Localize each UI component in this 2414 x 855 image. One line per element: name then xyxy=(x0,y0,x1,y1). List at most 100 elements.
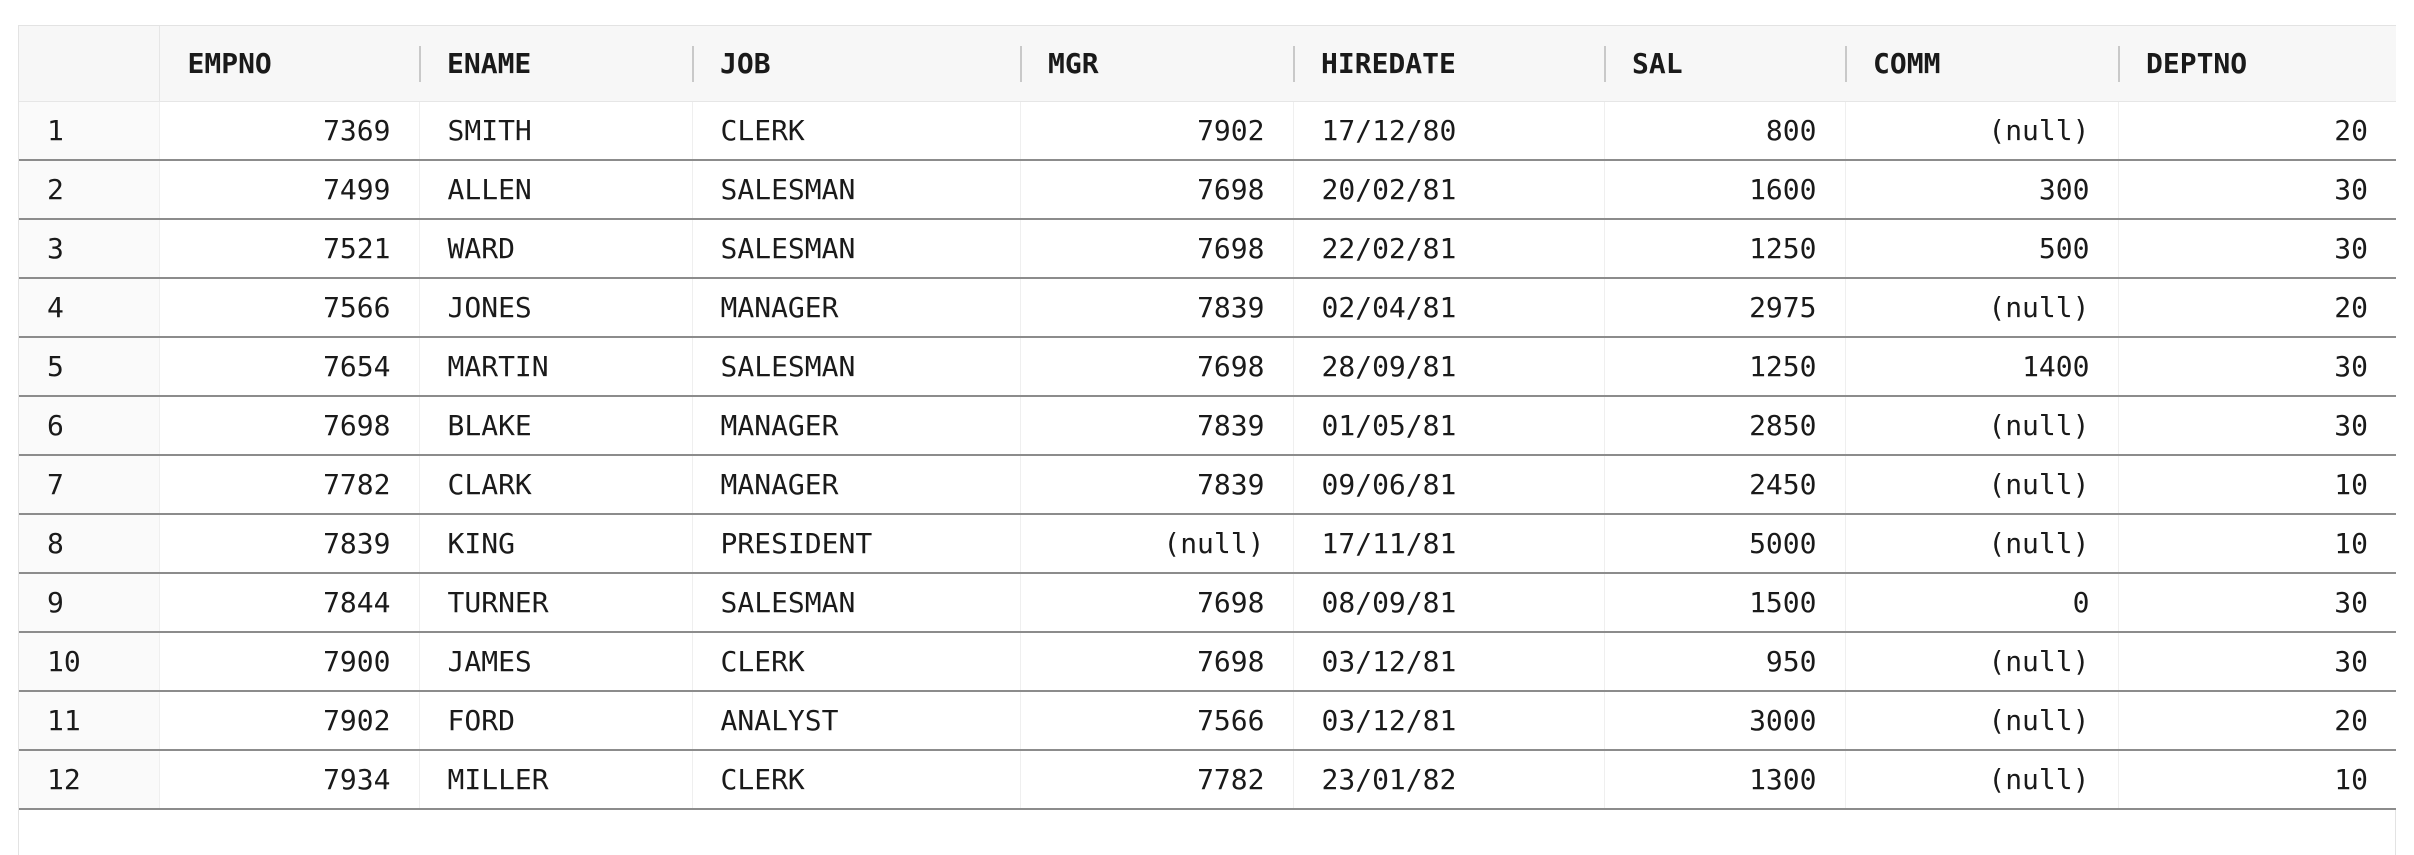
cell-ename[interactable]: KING xyxy=(419,514,693,574)
cell-deptno[interactable]: 20 xyxy=(2118,278,2396,338)
cell-ename[interactable]: WARD xyxy=(419,219,693,279)
cell-job[interactable]: MANAGER xyxy=(692,455,1021,515)
cell-hiredate[interactable]: 20/02/81 xyxy=(1293,160,1605,220)
row-number-cell[interactable]: 3 xyxy=(19,219,160,279)
column-resize-handle[interactable] xyxy=(1293,46,1295,82)
cell-hiredate[interactable]: 28/09/81 xyxy=(1293,337,1605,397)
cell-empno[interactable]: 7369 xyxy=(159,101,420,161)
table-row[interactable]: 6 7698 BLAKE MANAGER 7839 01/05/81 2850 (null) 3… xyxy=(19,396,2396,456)
cell-hiredate[interactable]: 17/11/81 xyxy=(1293,514,1605,574)
cell-sal[interactable]: 2975 xyxy=(1604,278,1846,338)
cell-comm[interactable]: (null) xyxy=(1845,691,2119,751)
cell-comm[interactable]: (null) xyxy=(1845,278,2119,338)
cell-sal[interactable]: 1500 xyxy=(1604,573,1846,633)
cell-job[interactable]: ANALYST xyxy=(692,691,1021,751)
row-number-cell[interactable]: 12 xyxy=(19,750,160,810)
table-row[interactable]: 10 7900 JAMES CLERK 7698 03/12/81 950 (null) 30 xyxy=(19,632,2396,692)
cell-deptno[interactable]: 10 xyxy=(2118,455,2396,515)
cell-hiredate[interactable]: 22/02/81 xyxy=(1293,219,1605,279)
cell-sal[interactable]: 950 xyxy=(1604,632,1846,692)
cell-hiredate[interactable]: 09/06/81 xyxy=(1293,455,1605,515)
cell-deptno[interactable]: 20 xyxy=(2118,101,2396,161)
table-row[interactable]: 8 7839 KING PRESIDENT (null) 17/11/81 5000 (nul… xyxy=(19,514,2396,574)
cell-empno[interactable]: 7839 xyxy=(159,514,420,574)
cell-comm[interactable]: 0 xyxy=(1845,573,2119,633)
column-header-comm[interactable]: COMM xyxy=(1845,26,2118,102)
cell-sal[interactable]: 3000 xyxy=(1604,691,1846,751)
cell-mgr[interactable]: 7698 xyxy=(1020,160,1294,220)
cell-mgr[interactable]: (null) xyxy=(1020,514,1294,574)
cell-hiredate[interactable]: 03/12/81 xyxy=(1293,632,1605,692)
cell-ename[interactable]: SMITH xyxy=(419,101,693,161)
cell-sal[interactable]: 2450 xyxy=(1604,455,1846,515)
cell-empno[interactable]: 7521 xyxy=(159,219,420,279)
cell-deptno[interactable]: 30 xyxy=(2118,337,2396,397)
row-number-cell[interactable]: 4 xyxy=(19,278,160,338)
cell-job[interactable]: SALESMAN xyxy=(692,573,1021,633)
cell-job[interactable]: SALESMAN xyxy=(692,160,1021,220)
cell-job[interactable]: CLERK xyxy=(692,750,1021,810)
cell-mgr[interactable]: 7902 xyxy=(1020,101,1294,161)
cell-job[interactable]: CLERK xyxy=(692,632,1021,692)
cell-comm[interactable]: 1400 xyxy=(1845,337,2119,397)
row-number-cell[interactable]: 1 xyxy=(19,101,160,161)
cell-hiredate[interactable]: 08/09/81 xyxy=(1293,573,1605,633)
column-resize-handle[interactable] xyxy=(1604,46,1606,82)
column-resize-handle[interactable] xyxy=(419,46,421,82)
cell-mgr[interactable]: 7698 xyxy=(1020,219,1294,279)
cell-mgr[interactable]: 7566 xyxy=(1020,691,1294,751)
row-number-cell[interactable]: 11 xyxy=(19,691,160,751)
cell-sal[interactable]: 1250 xyxy=(1604,337,1846,397)
row-number-cell[interactable]: 2 xyxy=(19,160,160,220)
cell-job[interactable]: PRESIDENT xyxy=(692,514,1021,574)
cell-ename[interactable]: MARTIN xyxy=(419,337,693,397)
cell-job[interactable]: CLERK xyxy=(692,101,1021,161)
cell-mgr[interactable]: 7839 xyxy=(1020,455,1294,515)
row-number-cell[interactable]: 9 xyxy=(19,573,160,633)
cell-mgr[interactable]: 7839 xyxy=(1020,278,1294,338)
cell-mgr[interactable]: 7698 xyxy=(1020,632,1294,692)
cell-hiredate[interactable]: 17/12/80 xyxy=(1293,101,1605,161)
cell-comm[interactable]: (null) xyxy=(1845,750,2119,810)
cell-job[interactable]: SALESMAN xyxy=(692,337,1021,397)
cell-ename[interactable]: JONES xyxy=(419,278,693,338)
cell-deptno[interactable]: 10 xyxy=(2118,514,2396,574)
table-row[interactable]: 2 7499 ALLEN SALESMAN 7698 20/02/81 1600 300 30 xyxy=(19,160,2396,220)
column-header-sal[interactable]: SAL xyxy=(1604,26,1845,102)
table-row[interactable]: 4 7566 JONES MANAGER 7839 02/04/81 2975 (null) 2… xyxy=(19,278,2396,338)
cell-mgr[interactable]: 7839 xyxy=(1020,396,1294,456)
column-header-empno[interactable]: EMPNO xyxy=(159,26,419,102)
column-resize-handle[interactable] xyxy=(692,46,694,82)
cell-job[interactable]: MANAGER xyxy=(692,278,1021,338)
cell-ename[interactable]: MILLER xyxy=(419,750,693,810)
cell-job[interactable]: MANAGER xyxy=(692,396,1021,456)
cell-sal[interactable]: 1300 xyxy=(1604,750,1846,810)
column-header-ename[interactable]: ENAME xyxy=(419,26,692,102)
cell-mgr[interactable]: 7698 xyxy=(1020,337,1294,397)
cell-sal[interactable]: 1250 xyxy=(1604,219,1846,279)
cell-comm[interactable]: (null) xyxy=(1845,455,2119,515)
row-number-header[interactable] xyxy=(19,26,160,102)
cell-empno[interactable]: 7566 xyxy=(159,278,420,338)
table-row[interactable]: 9 7844 TURNER SALESMAN 7698 08/09/81 1500 0 30 xyxy=(19,573,2396,633)
cell-ename[interactable]: CLARK xyxy=(419,455,693,515)
column-header-mgr[interactable]: MGR xyxy=(1020,26,1293,102)
cell-hiredate[interactable]: 03/12/81 xyxy=(1293,691,1605,751)
cell-empno[interactable]: 7698 xyxy=(159,396,420,456)
cell-hiredate[interactable]: 01/05/81 xyxy=(1293,396,1605,456)
cell-ename[interactable]: TURNER xyxy=(419,573,693,633)
table-row[interactable]: 11 7902 FORD ANALYST 7566 03/12/81 3000 (null) 2… xyxy=(19,691,2396,751)
cell-empno[interactable]: 7844 xyxy=(159,573,420,633)
column-resize-handle[interactable] xyxy=(2118,46,2120,82)
cell-hiredate[interactable]: 23/01/82 xyxy=(1293,750,1605,810)
row-number-cell[interactable]: 10 xyxy=(19,632,160,692)
row-number-cell[interactable]: 5 xyxy=(19,337,160,397)
cell-ename[interactable]: ALLEN xyxy=(419,160,693,220)
cell-empno[interactable]: 7499 xyxy=(159,160,420,220)
row-number-cell[interactable]: 7 xyxy=(19,455,160,515)
cell-sal[interactable]: 5000 xyxy=(1604,514,1846,574)
cell-deptno[interactable]: 30 xyxy=(2118,396,2396,456)
cell-comm[interactable]: (null) xyxy=(1845,101,2119,161)
table-row[interactable]: 3 7521 WARD SALESMAN 7698 22/02/81 1250 500 30 xyxy=(19,219,2396,279)
cell-empno[interactable]: 7900 xyxy=(159,632,420,692)
